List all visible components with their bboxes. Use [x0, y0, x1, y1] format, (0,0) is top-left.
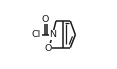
- Text: N: N: [49, 30, 56, 39]
- Text: O: O: [42, 15, 49, 24]
- Text: Cl: Cl: [32, 30, 41, 39]
- Text: O: O: [45, 44, 52, 53]
